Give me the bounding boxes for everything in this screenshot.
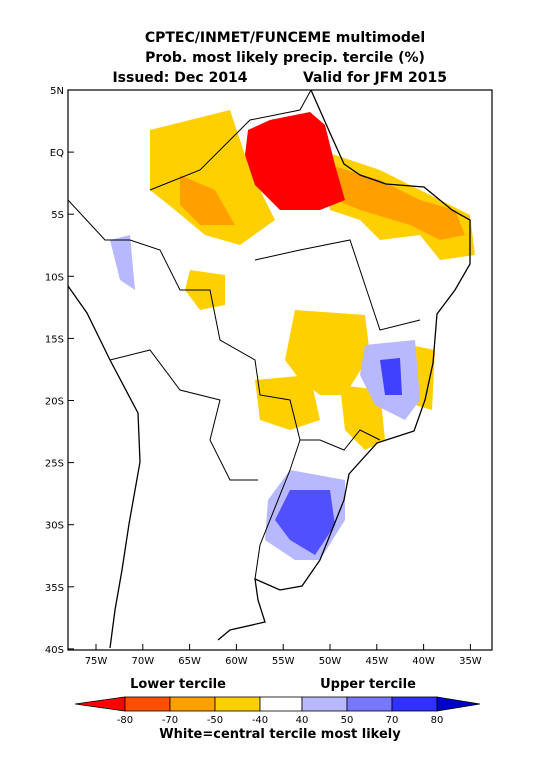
lat-label: 35S (45, 583, 64, 594)
shade-blue (275, 490, 335, 555)
colorbar-tick: 70 (386, 715, 399, 726)
colorbar-seg (124, 696, 171, 712)
colorbar (74, 696, 481, 712)
coastline (68, 285, 141, 649)
colorbar-tick: 50 (341, 715, 354, 726)
shade-orange (180, 175, 235, 225)
lat-label: 15S (45, 334, 64, 345)
lon-label: 55W (272, 656, 295, 667)
lon-label: 35W (459, 656, 482, 667)
lat-label: 30S (45, 521, 64, 532)
shading (110, 110, 475, 560)
lat-label: 40S (45, 645, 64, 656)
lon-label: 65W (178, 656, 201, 667)
colorbar-tick: 40 (296, 715, 309, 726)
lon-label: 50W (319, 656, 342, 667)
lower-label: Lower tercile (130, 677, 226, 692)
map-frame (67, 89, 493, 651)
lat-label: 25S (45, 459, 64, 470)
colorbar-seg (169, 696, 216, 712)
colorbar-tick: -70 (162, 715, 178, 726)
colorbar-tick: -80 (117, 715, 133, 726)
colorbar-tick: -40 (252, 715, 268, 726)
borders (68, 90, 421, 580)
lon-label: 70W (131, 656, 154, 667)
caption: White=central tercile most likely (159, 727, 401, 742)
colorbar-tick: 80 (431, 715, 444, 726)
lat-label: 5S (51, 210, 64, 221)
colorbar-tick: -50 (207, 715, 223, 726)
lon-label: 40W (412, 656, 435, 667)
colorbar-seg (436, 696, 481, 712)
lat-label: EQ (50, 148, 64, 159)
shade-blue (380, 358, 402, 395)
colorbar-seg (301, 696, 348, 712)
shade-red (245, 112, 345, 210)
lat-label: 20S (45, 397, 64, 408)
colorbar-seg (346, 696, 393, 712)
shade-lightblue (110, 235, 135, 290)
shade-yellow (285, 310, 370, 395)
map-area (68, 90, 475, 649)
colorbar-seg (74, 696, 126, 712)
valid: Valid for JFM 2015 (303, 70, 447, 86)
title-line: CPTEC/INMET/FUNCEME multimodel (145, 30, 425, 46)
upper-label: Upper tercile (320, 677, 416, 692)
colorbar-seg (391, 696, 438, 712)
shade-yellow (150, 110, 275, 245)
lat-label: 5N (50, 86, 64, 97)
shade-yellow (255, 375, 320, 430)
lon-label: 45W (365, 656, 388, 667)
lon-label: 75W (85, 656, 108, 667)
issued: Issued: Dec 2014 (112, 70, 247, 86)
colorbar-seg (214, 696, 261, 712)
title-line: Prob. most likely precip. tercile (%) (145, 50, 425, 66)
lon-label: 60W (225, 656, 248, 667)
shade-orange (330, 165, 465, 240)
colorbar-seg (259, 696, 303, 712)
lat-label: 10S (45, 272, 64, 283)
